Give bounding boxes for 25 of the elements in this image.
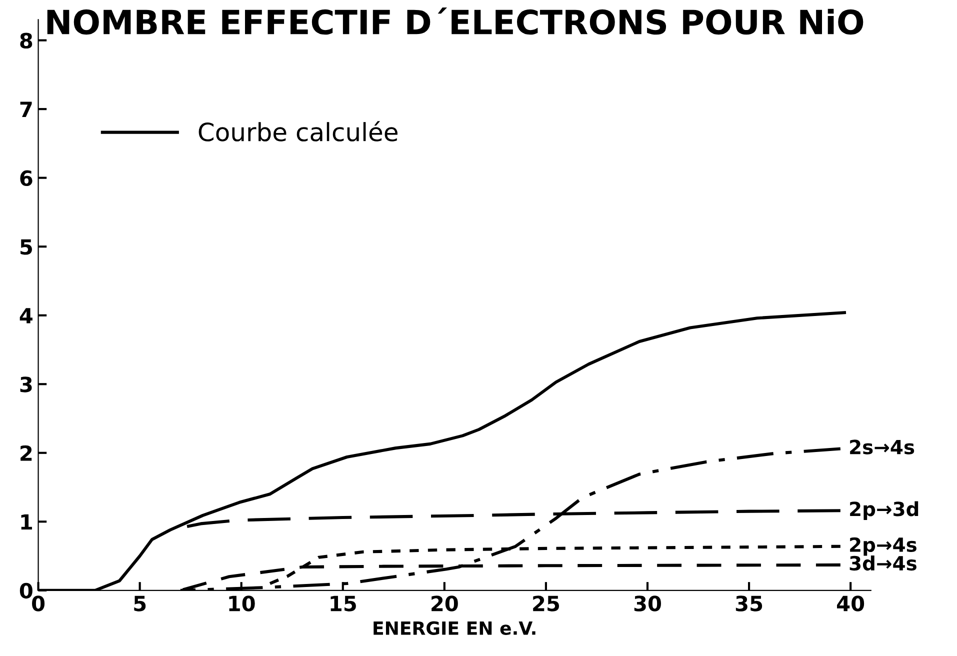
chart-title: NOMBRE EFFECTIF D´ELECTRONS POUR NiO (47, 8, 864, 35)
series-label: 2p→4s (850, 537, 916, 556)
y-tick-label: 4 (20, 308, 32, 324)
series-label: 2s→4s (850, 440, 914, 454)
x-tick-label: 30 (634, 596, 661, 612)
y-tick-label: 7 (20, 102, 32, 117)
x-tick-label: 10 (229, 596, 255, 612)
y-tick-label: 2 (20, 445, 32, 461)
y-tick-label: 5 (20, 239, 32, 255)
y-tick-label: 0 (20, 582, 32, 599)
series-label: 2p→3d (850, 501, 918, 520)
y-tick-label: 8 (20, 32, 32, 49)
x-tick-label: 5 (134, 596, 146, 612)
x-tick-label: 40 (837, 596, 864, 612)
x-tick-label: 15 (330, 596, 356, 612)
x-tick-label: 20 (432, 596, 458, 612)
y-tick-label: 6 (20, 170, 32, 186)
y-tick-label: 1 (21, 514, 32, 530)
x-tick-label: 35 (736, 596, 762, 612)
x-axis-title: ENERGIE EN e.V. (374, 621, 536, 635)
x-tick-label: 25 (533, 596, 559, 612)
x-tick-label: 0 (32, 596, 45, 612)
y-tick-label: 3 (20, 376, 32, 392)
series-label: 3d→4s (850, 556, 916, 571)
legend-label: Courbe calculée (198, 121, 398, 142)
